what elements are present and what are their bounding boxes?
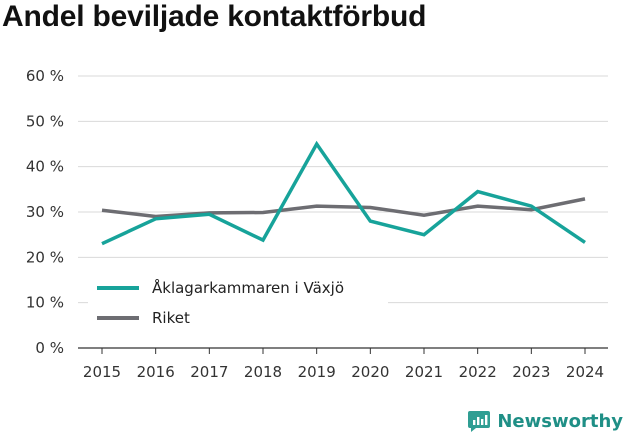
x-axis-ticks: 2015 2016 2017 2018 2019 2020 2021 2022 2023 2024 — [83, 348, 604, 381]
y-tick-label: 30 % — [26, 203, 64, 221]
x-tick-label: 2020 — [351, 363, 389, 381]
x-tick-label: 2017 — [190, 363, 228, 381]
x-tick-label: 2024 — [566, 363, 604, 381]
y-tick-label: 60 % — [26, 67, 64, 85]
x-tick-label: 2019 — [298, 363, 336, 381]
y-tick-label: 20 % — [26, 248, 64, 266]
y-tick-label: 0 % — [35, 339, 64, 357]
legend: Åklagarkammaren i Växjö Riket — [88, 272, 388, 334]
x-tick-label: 2022 — [459, 363, 497, 381]
legend-background — [88, 272, 388, 334]
y-tick-label: 50 % — [26, 112, 64, 130]
x-tick-label: 2023 — [512, 363, 550, 381]
x-tick-label: 2015 — [83, 363, 121, 381]
legend-label: Åklagarkammaren i Växjö — [152, 278, 344, 297]
x-tick-label: 2016 — [137, 363, 175, 381]
legend-label: Riket — [152, 309, 190, 327]
y-axis-ticks: 0 % 10 % 20 % 30 % 40 % 50 % 60 % — [26, 67, 64, 357]
newsworthy-logo-icon — [468, 411, 491, 432]
chart-title: Andel beviljade kontaktförbud — [2, 0, 427, 33]
x-tick-label: 2021 — [405, 363, 443, 381]
series-line — [101, 140, 586, 246]
series-line — [101, 197, 586, 219]
series-lines — [101, 140, 586, 246]
y-tick-label: 40 % — [26, 158, 64, 176]
x-tick-label: 2018 — [244, 363, 282, 381]
brand-name: Newsworthy — [497, 410, 623, 432]
y-tick-label: 10 % — [26, 294, 64, 312]
brand-logo: Newsworthy — [467, 409, 623, 433]
